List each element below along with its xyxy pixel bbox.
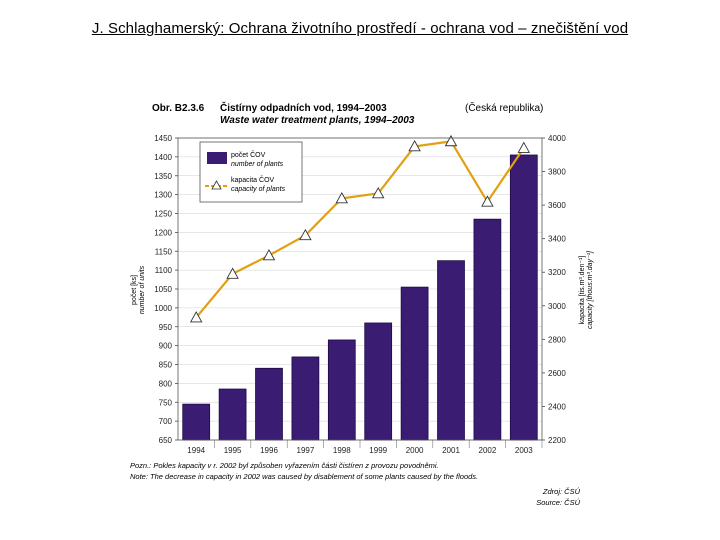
y-right-tick-label: 2800 — [548, 335, 566, 344]
slide-title: J. Schlaghamerský: Ochrana životního pro… — [91, 20, 629, 37]
y-right-tick-label: 2400 — [548, 402, 566, 411]
x-tick-label: 2001 — [442, 446, 460, 455]
capacity-marker-1994 — [189, 311, 203, 323]
y-left-tick-label: 1000 — [154, 304, 172, 313]
y-left-tick-label: 1400 — [154, 153, 172, 162]
legend-line-marker — [211, 180, 222, 190]
x-tick-label: 1996 — [260, 446, 278, 455]
y-left-tick-label: 1450 — [154, 134, 172, 143]
source-en: Source: ČSÚ — [536, 498, 580, 507]
capacity-marker-1999 — [371, 186, 385, 199]
legend-line-label-en: capacity of plants — [231, 186, 286, 193]
y-axis-right-title-en: capacity [thous.m³.day⁻¹] — [587, 250, 594, 329]
capacity-marker-1996 — [262, 249, 276, 261]
source-cs: Zdroj: ČSÚ — [542, 487, 581, 496]
bar-2000 — [400, 286, 429, 441]
capacity-series — [189, 134, 531, 323]
legend: počet ČOV number of plants kapacita ČOV … — [199, 141, 303, 203]
y-left-tick-label: 850 — [159, 361, 173, 370]
y-left-tick-label: 1150 — [155, 247, 173, 256]
y-left-tick-label: 750 — [159, 398, 173, 407]
bar-1995 — [218, 388, 247, 441]
y-left-tick-label: 1350 — [154, 172, 172, 181]
y-right-tick-label: 4000 — [548, 134, 566, 143]
bar-series — [182, 154, 538, 441]
x-tick-label: 1995 — [224, 446, 242, 455]
bar-2003 — [509, 154, 538, 441]
legend-line-label: kapacita ČOV — [231, 175, 275, 184]
y-right-tick-label: 2600 — [548, 369, 566, 378]
x-tick-label: 1999 — [369, 446, 387, 455]
x-tick-label: 2002 — [479, 446, 497, 455]
chart-subtitle: Waste water treatment plants, 1994–2003 — [220, 115, 415, 126]
plot-frame — [177, 137, 543, 441]
capacity-marker-2000 — [408, 139, 421, 152]
capacity-marker-2002 — [481, 195, 494, 207]
y-left-tick-label: 1200 — [154, 228, 172, 237]
bar-2002 — [473, 218, 502, 441]
region-note: (Česká republika) — [465, 101, 543, 114]
y-axis-left-title: počet [ks] — [131, 275, 138, 305]
y-left-tick-label: 1050 — [154, 285, 172, 294]
y-left-tick-label: 950 — [159, 323, 173, 332]
bar-1996 — [255, 367, 283, 441]
figure-label: Obr. B2.3.6 — [152, 103, 205, 114]
y-right-tick-label: 3000 — [548, 302, 566, 311]
chart-title: Čistírny odpadních vod, 1994–2003 — [220, 101, 387, 114]
y-axis-left-title-en: number of units — [139, 265, 146, 314]
legend-bar-swatch — [207, 152, 227, 164]
bar-1997 — [291, 356, 320, 441]
y-right-tick-label: 2200 — [548, 436, 566, 445]
legend-bar-label: počet ČOV — [231, 150, 266, 159]
y-left-tick-label: 1300 — [154, 191, 172, 200]
y-left-tick-label: 700 — [159, 417, 173, 426]
note-en: Note: The decrease in capacity in 2002 w… — [130, 472, 478, 481]
legend-box — [199, 141, 303, 203]
y-left-tick-label: 1100 — [155, 266, 173, 275]
axes: 650 700 750 800 850 900 950 1000 1050 1100 1150 120… — [154, 134, 566, 455]
capacity-marker-2003 — [517, 141, 531, 153]
capacity-marker-1998 — [335, 191, 349, 204]
bar-1998 — [327, 339, 356, 441]
y-right-tick-label: 3800 — [548, 168, 566, 177]
y-right-tick-label: 3400 — [548, 235, 566, 244]
capacity-line — [195, 140, 525, 319]
x-tick-label: 2003 — [515, 446, 533, 455]
bar-1994 — [182, 403, 211, 441]
x-tick-label: 2000 — [406, 446, 424, 455]
y-right-tick-label: 3600 — [548, 201, 566, 210]
capacity-marker-1995 — [226, 267, 239, 279]
y-left-tick-label: 800 — [159, 379, 173, 388]
bar-2001 — [437, 260, 465, 441]
capacity-marker-2001 — [444, 134, 458, 147]
x-tick-label: 1997 — [297, 446, 315, 455]
y-left-tick-label: 1250 — [154, 210, 172, 219]
capacity-marker-1997 — [299, 228, 312, 241]
note-cs: Pozn.: Pokles kapacity v r. 2002 byl způ… — [130, 461, 439, 470]
x-tick-label: 1994 — [187, 446, 205, 455]
x-tick-label: 1998 — [333, 446, 351, 455]
bar-1999 — [364, 322, 393, 441]
y-left-tick-label: 650 — [159, 436, 173, 445]
y-axis-right-title: kapacita [tis.m³.den⁻¹] — [579, 256, 586, 325]
legend-bar-label-en: number of plants — [231, 161, 284, 168]
y-left-tick-label: 900 — [159, 342, 173, 351]
y-right-tick-label: 3200 — [548, 268, 566, 277]
